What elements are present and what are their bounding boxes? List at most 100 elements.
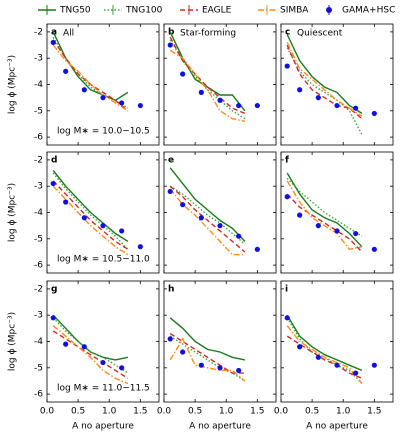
data-point <box>236 233 242 239</box>
data-point <box>353 105 359 111</box>
series-line <box>52 180 129 250</box>
panel-title: Star-forming <box>180 29 236 39</box>
x-tick-label: 0.0 <box>274 407 289 417</box>
x-tick-label: 0.0 <box>40 407 55 417</box>
x-tick-label: 0.0 <box>157 407 172 417</box>
series-line <box>286 172 363 248</box>
data-point <box>198 362 204 368</box>
series-line <box>52 325 129 385</box>
data-point <box>236 367 242 374</box>
data-point <box>180 71 186 77</box>
y-tick-label: -3 <box>34 54 43 64</box>
y-tick-label: -3 <box>34 311 43 321</box>
panel-letter: g <box>51 285 57 295</box>
x-tick-label: 1.5 <box>250 407 264 417</box>
series-line <box>169 188 245 256</box>
data-point <box>137 244 143 250</box>
y-axis-label: log ϕ (Mpc⁻³) <box>8 55 18 114</box>
data-point <box>167 188 173 195</box>
data-point <box>371 246 377 252</box>
data-point <box>50 39 56 46</box>
series-line <box>286 325 363 385</box>
data-point <box>217 223 223 229</box>
panel-title: Quiescent <box>297 29 343 39</box>
legend-label: EAGLE <box>202 6 232 16</box>
x-tick-label: 0.5 <box>305 407 319 417</box>
data-point <box>119 365 125 371</box>
series-line <box>169 337 246 382</box>
series-line <box>52 185 129 256</box>
panel-annotation: log M∗ = 11.0−11.5 <box>57 384 150 394</box>
data-point <box>180 202 186 208</box>
data-point <box>81 344 87 350</box>
series-line <box>169 185 246 253</box>
series-line <box>286 47 363 135</box>
series-line <box>169 36 246 115</box>
series-line <box>52 169 129 242</box>
data-point <box>334 362 340 368</box>
panel-frame <box>280 151 394 274</box>
series-line <box>52 330 129 379</box>
data-point <box>315 223 321 229</box>
series-line <box>169 185 246 245</box>
y-tick-label: -2 <box>34 27 43 37</box>
series-line <box>169 31 246 112</box>
data-point <box>50 315 56 321</box>
x-tick-label: 0.5 <box>188 407 202 417</box>
panel-letter: c <box>285 28 290 38</box>
x-tick-label: 1.0 <box>219 407 234 417</box>
data-point <box>119 228 125 234</box>
panel-annotation: log M∗ = 10.0−10.5 <box>57 127 150 137</box>
data-point <box>297 87 303 93</box>
data-point <box>137 102 143 109</box>
data-point <box>297 212 303 218</box>
legend-label: GAMA+HSC <box>342 6 395 16</box>
series-line <box>52 44 129 112</box>
y-tick-label: -6 <box>34 133 43 143</box>
series-line <box>169 49 246 122</box>
legend-label: TNG100 <box>125 6 163 16</box>
data-point <box>353 230 359 237</box>
y-tick-label: -4 <box>34 208 43 218</box>
panel-letter: h <box>168 285 174 295</box>
data-point <box>50 180 56 187</box>
series-line <box>286 180 363 251</box>
data-point <box>100 95 106 101</box>
data-point <box>297 344 303 350</box>
data-point <box>254 102 260 109</box>
panel-frame <box>280 280 394 403</box>
data-point <box>81 215 87 221</box>
series-line <box>286 314 363 372</box>
y-tick-label: -5 <box>34 363 43 373</box>
series-line <box>286 34 363 114</box>
series-line <box>169 39 246 120</box>
x-axis-label: A no aperture <box>72 422 134 432</box>
series-line <box>169 333 245 374</box>
series-line <box>52 31 129 102</box>
series-line <box>52 172 129 250</box>
data-point <box>315 95 321 101</box>
x-tick-label: 1.0 <box>102 407 117 417</box>
x-tick-label: 1.5 <box>133 407 147 417</box>
data-point <box>119 100 125 106</box>
data-point <box>217 97 223 103</box>
legend-label: SIMBA <box>280 6 309 16</box>
y-tick-label: -2 <box>34 155 43 165</box>
data-point <box>353 370 359 376</box>
series-line <box>286 42 363 117</box>
data-point <box>167 42 173 48</box>
data-point <box>198 89 204 95</box>
panel-frame <box>163 23 277 146</box>
panel-letter: d <box>51 156 57 166</box>
x-tick-label: 1.5 <box>367 407 381 417</box>
y-tick-label: -5 <box>34 234 43 244</box>
y-tick-label: -2 <box>34 284 43 294</box>
data-point <box>334 228 340 234</box>
panel-frame <box>163 280 277 403</box>
data-point <box>100 223 106 229</box>
data-point <box>334 102 340 109</box>
series-line <box>169 335 246 382</box>
series-line <box>286 44 363 120</box>
data-point <box>284 194 290 200</box>
